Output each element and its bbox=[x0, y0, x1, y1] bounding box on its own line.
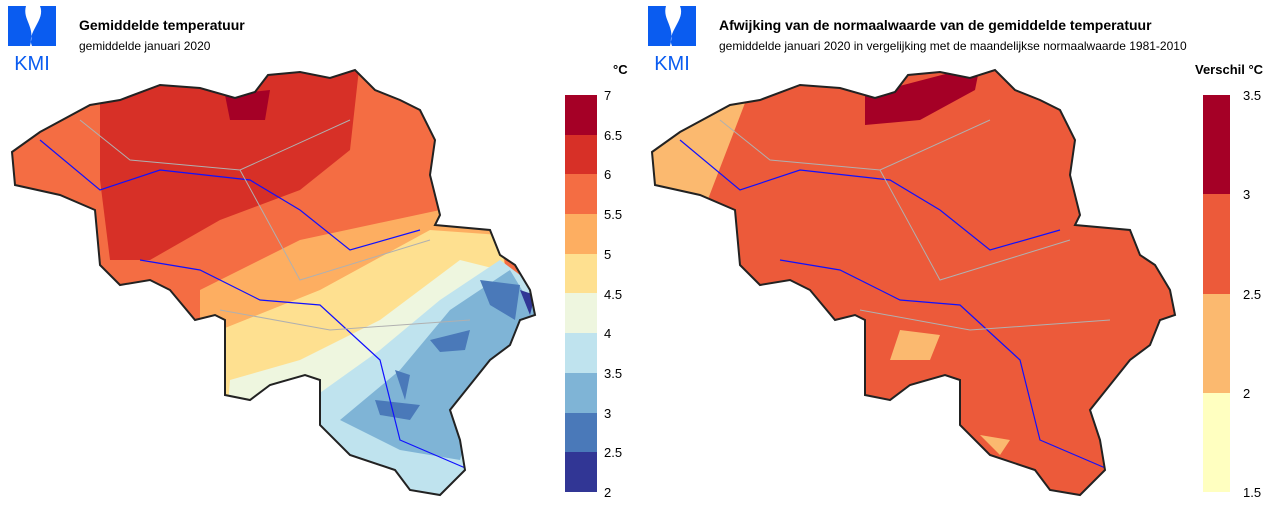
legend-tick-label: 3 bbox=[604, 405, 612, 421]
legend-tick-label: 4.5 bbox=[604, 286, 623, 302]
legend-swatch bbox=[565, 372, 597, 413]
rivers bbox=[39, 139, 471, 471]
legend-tick-label: 3.5 bbox=[604, 365, 623, 381]
legend-swatch bbox=[565, 214, 597, 254]
zone-6-6.5 bbox=[100, 70, 360, 260]
legend-tick-label: 2.5 bbox=[1243, 286, 1262, 302]
legend-tick-label: 3 bbox=[1243, 187, 1251, 203]
temperature-map-belgium bbox=[11, 69, 536, 496]
province-borders bbox=[719, 119, 1111, 331]
legend-tick-label: 2 bbox=[604, 485, 612, 500]
legend-tick-label: 7 bbox=[604, 88, 612, 103]
zone-2.5-3 bbox=[375, 280, 520, 420]
anomaly-map-belgium bbox=[651, 69, 1176, 496]
map-title: Afwijking van de normaalwaarde van de ge… bbox=[719, 17, 1152, 33]
legend-swatch bbox=[1203, 392, 1230, 492]
legend-swatch bbox=[565, 95, 597, 135]
svg-text:KMI: KMI bbox=[14, 53, 50, 72]
legend-unit: Verschil °C bbox=[1195, 62, 1264, 77]
legend-swatch bbox=[565, 253, 597, 294]
legend-tick-label: 6 bbox=[604, 167, 612, 183]
kmi-logo: KMI bbox=[8, 6, 56, 72]
svg-text:KMI: KMI bbox=[654, 53, 690, 72]
legend-tick-label: 5 bbox=[604, 246, 612, 262]
legend-swatch bbox=[1203, 95, 1230, 195]
kmi-logo: KMI bbox=[648, 6, 696, 72]
zone-3-3.5 bbox=[865, 70, 980, 125]
legend-unit: °C bbox=[613, 62, 628, 77]
province-borders bbox=[79, 119, 471, 331]
legend-swatch bbox=[565, 134, 597, 175]
legend-tick-label: 1.5 bbox=[1243, 485, 1262, 500]
rivers bbox=[679, 139, 1111, 471]
legend-swatch bbox=[565, 412, 597, 453]
legend-swatch bbox=[1203, 293, 1230, 393]
left-panel: KMI Gemiddelde temperatuur gemiddelde ja… bbox=[8, 6, 628, 500]
legend-swatch bbox=[1203, 194, 1230, 294]
legend-tick-label: 5.5 bbox=[604, 207, 623, 223]
legend-colorbar bbox=[565, 95, 597, 492]
legend-swatch bbox=[565, 333, 597, 373]
legend-swatch bbox=[565, 293, 597, 334]
legend-tick-label: 6.5 bbox=[604, 127, 623, 143]
legend-colorbar bbox=[1203, 95, 1230, 492]
legend-swatch bbox=[565, 174, 597, 215]
legend-tick-label: 2.5 bbox=[604, 445, 623, 461]
legend-tick-label: 4 bbox=[604, 326, 612, 342]
map-title: Gemiddelde temperatuur bbox=[79, 17, 245, 33]
map-subtitle: gemiddelde januari 2020 bbox=[79, 39, 211, 53]
legend-tick-label: 2 bbox=[1243, 385, 1251, 401]
right-panel: KMI Afwijking van de normaalwaarde van d… bbox=[640, 0, 1280, 507]
map-subtitle: gemiddelde januari 2020 in vergelijking … bbox=[719, 39, 1187, 53]
legend-swatch bbox=[565, 452, 597, 492]
legend-tick-label: 3.5 bbox=[1243, 88, 1262, 103]
